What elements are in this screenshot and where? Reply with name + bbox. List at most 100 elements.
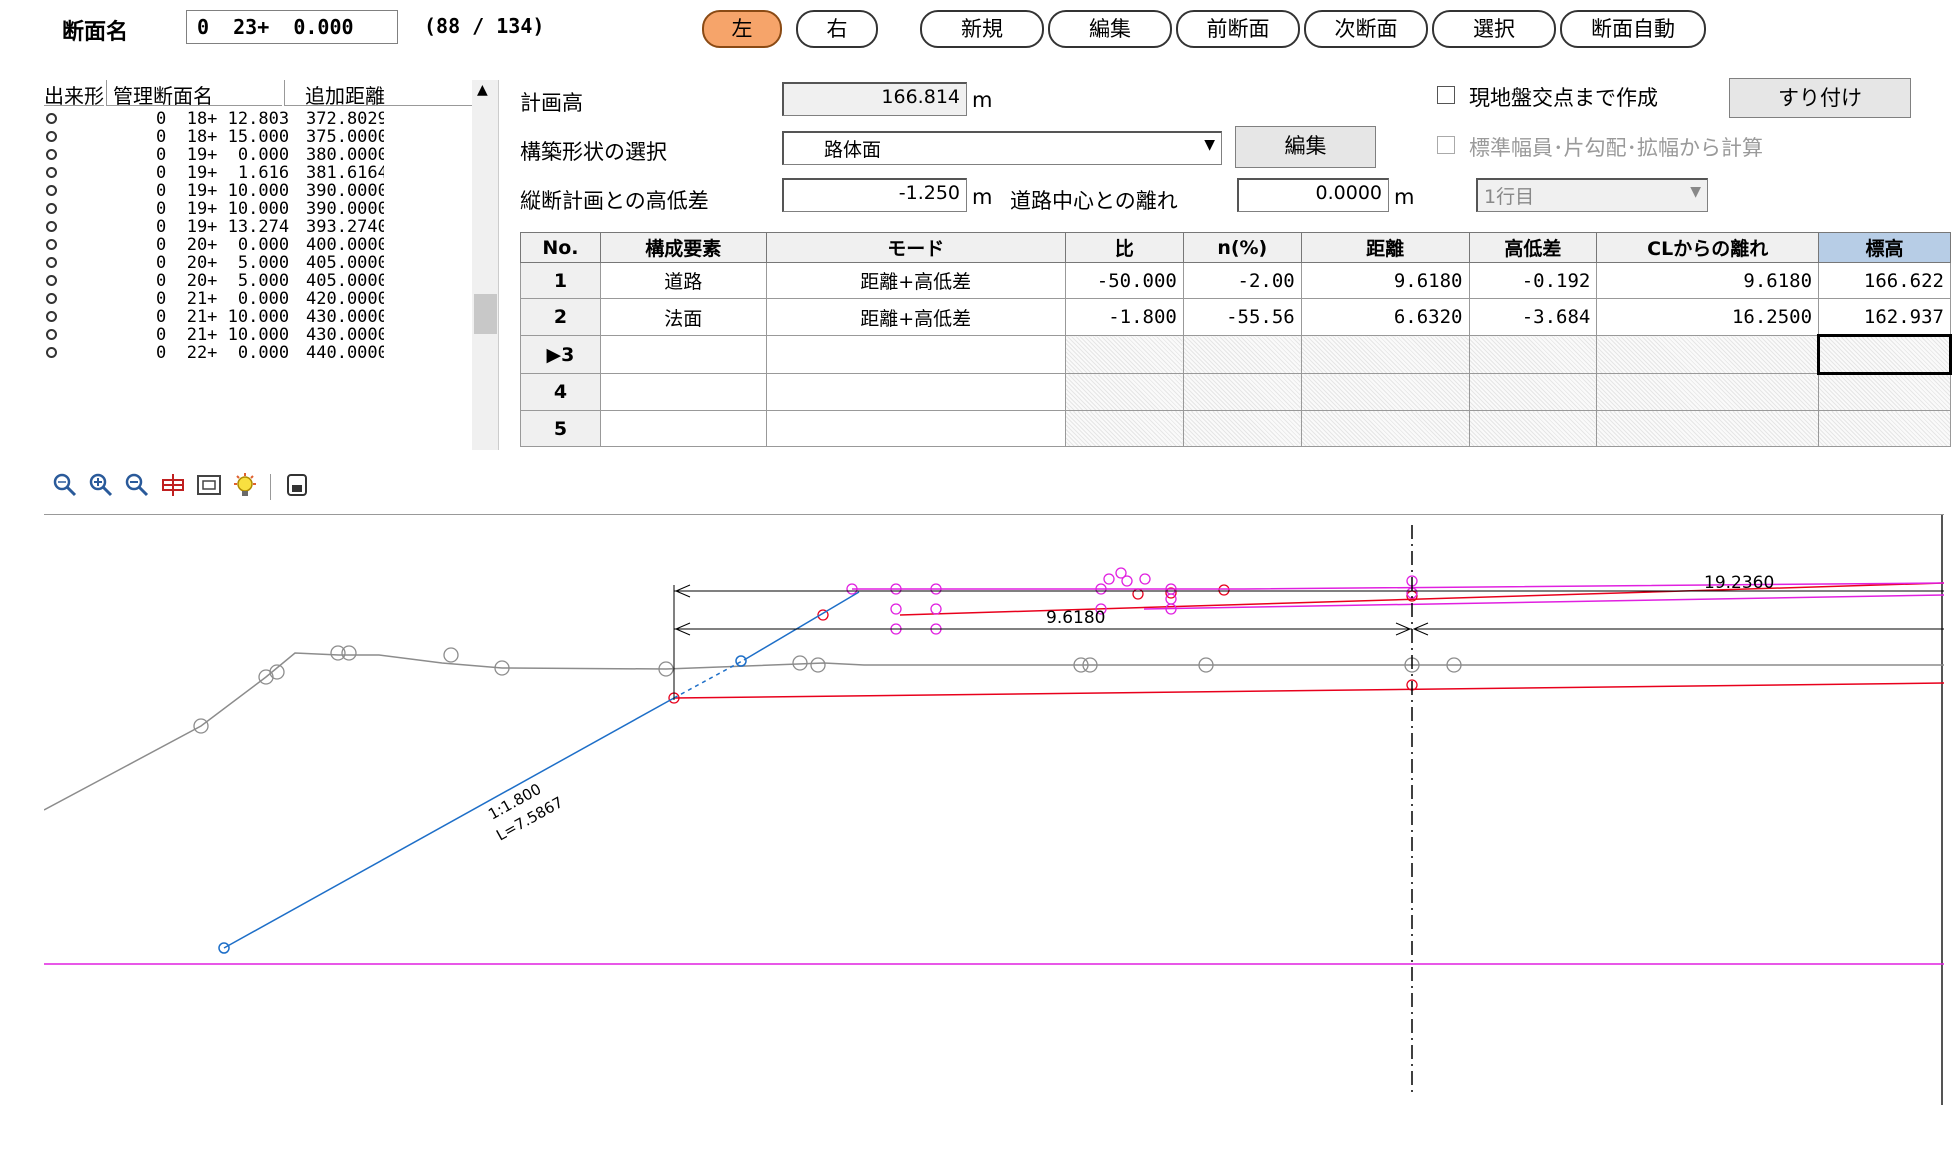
cell-element[interactable] (599, 410, 767, 447)
list-item[interactable]: 0 18+ 12.803 372.8029 (44, 110, 464, 128)
drawing-node[interactable] (1165, 603, 1177, 615)
drawing-node[interactable] (330, 645, 346, 661)
zoom-fit-icon[interactable] (50, 472, 80, 502)
list-scrollbar[interactable]: ▲ (472, 80, 498, 450)
drawing-node[interactable] (494, 660, 510, 676)
light-icon[interactable] (230, 472, 260, 502)
fit-button[interactable]: すり付け (1729, 78, 1911, 118)
cell-distance[interactable]: 6.6320 (1300, 298, 1470, 336)
cell-distance[interactable] (1300, 335, 1470, 374)
grid-header-element[interactable]: 構成要素 (599, 232, 767, 263)
cell-n[interactable]: -2.00 (1182, 262, 1302, 299)
drawing-node[interactable] (930, 603, 942, 615)
drawing-node[interactable] (1095, 583, 1107, 595)
cell-height-diff[interactable]: -3.684 (1468, 298, 1598, 336)
cell-height-diff[interactable]: -0.192 (1468, 262, 1598, 299)
drawing-node[interactable] (1198, 657, 1214, 673)
shape-select[interactable]: 路体面 ▼ (782, 131, 1222, 165)
drawing-node[interactable] (341, 645, 357, 661)
row-header[interactable]: 5 (520, 410, 601, 447)
column-header-distance[interactable]: 追加距離 (284, 80, 472, 108)
cell-ratio[interactable] (1064, 335, 1184, 374)
list-item[interactable]: 0 19+ 10.000 390.0000 (44, 200, 464, 218)
scrollbar-thumb[interactable] (474, 294, 497, 334)
grid-header-no[interactable]: No. (520, 232, 601, 263)
slope-line-upper[interactable] (743, 591, 860, 661)
drawing-node[interactable] (443, 647, 459, 663)
drawing-node[interactable] (269, 664, 285, 680)
grid-row[interactable]: 2 法面 距離+高低差 -1.800 -55.56 6.6320 -3.684 16.2500… (520, 298, 1951, 336)
zoom-in-icon[interactable] (86, 472, 116, 502)
list-item[interactable]: 0 21+ 0.000 420.0000 (44, 290, 464, 308)
cell-distance[interactable] (1300, 373, 1470, 411)
row-header[interactable]: ▶3 (520, 335, 601, 374)
grid-header-cl-offset[interactable]: CLからの離れ (1596, 232, 1820, 263)
cell-elevation[interactable] (1818, 410, 1951, 447)
cell-elevation[interactable] (1818, 373, 1951, 411)
drawing-node[interactable] (1165, 593, 1177, 605)
drawing-node[interactable] (846, 583, 858, 595)
drawing-node[interactable] (890, 583, 902, 595)
drawing-node[interactable] (1218, 584, 1230, 596)
scroll-up-icon[interactable]: ▲ (477, 82, 488, 98)
slope-line[interactable] (223, 697, 675, 949)
list-item[interactable]: 0 19+ 10.000 390.0000 (44, 182, 464, 200)
row-header[interactable]: 4 (520, 373, 601, 411)
standard-width-checkbox[interactable] (1437, 136, 1455, 154)
cell-distance[interactable] (1300, 410, 1470, 447)
list-item[interactable]: 0 19+ 1.616 381.6164 (44, 164, 464, 182)
list-item[interactable]: 0 20+ 5.000 405.0000 (44, 272, 464, 290)
grid-header-distance[interactable]: 距離 (1300, 232, 1470, 263)
cell-ratio[interactable] (1064, 373, 1184, 411)
left-side-button[interactable]: 左 (702, 10, 782, 48)
cell-n[interactable] (1182, 373, 1302, 411)
pan-icon[interactable] (158, 472, 188, 502)
cell-height-diff[interactable] (1468, 335, 1598, 374)
cell-cl-offset[interactable] (1596, 410, 1820, 447)
center-offset-field[interactable]: 0.0000 (1237, 178, 1389, 212)
grid-row[interactable]: 1 道路 距離+高低差 -50.000 -2.00 9.6180 -0.192 9.6180 1… (520, 262, 1951, 299)
drawing-node[interactable] (817, 609, 829, 621)
slope-node[interactable] (218, 942, 230, 954)
ground-intersect-checkbox[interactable] (1437, 86, 1455, 104)
grid-row[interactable]: 4 (520, 373, 1951, 411)
drawing-node[interactable] (1103, 573, 1115, 585)
list-item[interactable]: 0 21+ 10.000 430.0000 (44, 308, 464, 326)
drawing-node[interactable] (792, 655, 808, 671)
grid-header-mode[interactable]: モード (765, 232, 1066, 263)
cell-mode[interactable]: 距離+高低差 (765, 262, 1066, 299)
grid-header-n[interactable]: n(%) (1182, 232, 1302, 263)
list-item[interactable]: 0 20+ 5.000 405.0000 (44, 254, 464, 272)
row-select[interactable]: 1行目 ▼ (1476, 178, 1708, 212)
auto-section-button[interactable]: 断面自動 (1560, 10, 1706, 48)
drawing-node[interactable] (1082, 657, 1098, 673)
drawing-node[interactable] (658, 661, 674, 677)
cell-mode[interactable] (765, 335, 1066, 374)
drawing-node[interactable] (1073, 657, 1089, 673)
cross-section-svg[interactable]: 1:1.800 L=7.5867 9.6180 19.2360 (43, 515, 1945, 1105)
drawing-node[interactable] (1139, 573, 1151, 585)
cell-cl-offset[interactable]: 16.2500 (1596, 298, 1820, 336)
cell-mode[interactable] (765, 410, 1066, 447)
cell-n[interactable]: -55.56 (1182, 298, 1302, 336)
cell-element[interactable]: 法面 (599, 298, 767, 336)
cell-distance[interactable]: 9.6180 (1300, 262, 1470, 299)
column-header-as-built[interactable]: 出来形 (44, 80, 104, 108)
cell-cl-offset[interactable]: 9.6180 (1596, 262, 1820, 299)
zoom-window-icon[interactable] (194, 472, 224, 502)
cell-element[interactable] (599, 373, 767, 411)
cell-height-diff[interactable] (1468, 373, 1598, 411)
section-name-field[interactable]: 0 23+ 0.000 (186, 10, 398, 44)
drawing-node[interactable] (930, 583, 942, 595)
list-item[interactable]: 0 18+ 15.000 375.0000 (44, 128, 464, 146)
grid-header-elevation[interactable]: 標高 (1818, 232, 1951, 263)
chevron-down-icon[interactable]: ▼ (1690, 184, 1701, 200)
drawing-node[interactable] (890, 603, 902, 615)
drawing-node[interactable] (810, 657, 826, 673)
right-side-button[interactable]: 右 (796, 10, 878, 48)
drawing-node[interactable] (1446, 657, 1462, 673)
cell-n[interactable] (1182, 410, 1302, 447)
cell-element[interactable] (599, 335, 767, 374)
drawing-node[interactable] (193, 718, 209, 734)
